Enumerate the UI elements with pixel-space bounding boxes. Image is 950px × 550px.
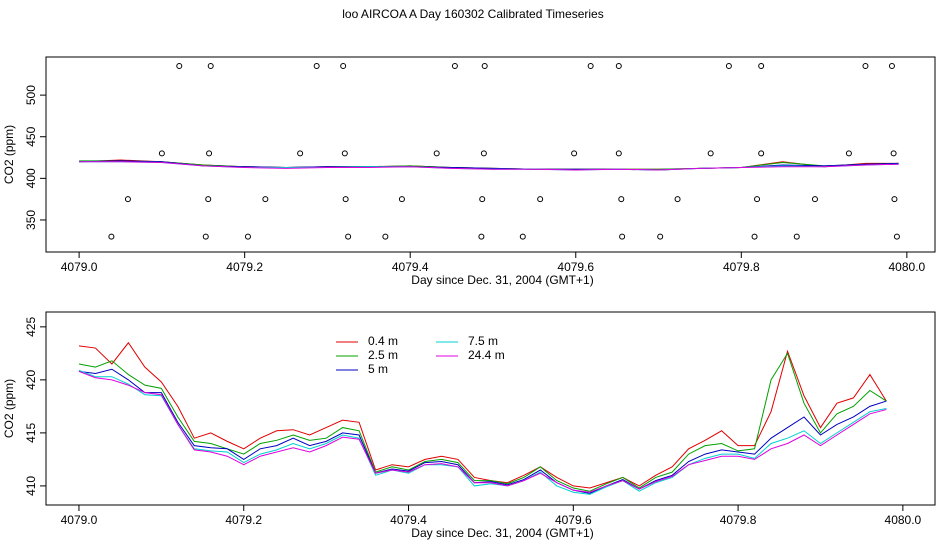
x-tick-label: 4079.8 <box>723 260 760 274</box>
y-tick-label: 415 <box>24 423 38 443</box>
flag-marker <box>537 196 544 203</box>
flag-marker <box>674 196 681 203</box>
y-tick-label: 420 <box>24 370 38 390</box>
flag-marker <box>480 150 487 157</box>
flag-marker <box>158 150 165 157</box>
flag-marker <box>754 196 761 203</box>
flag-marker <box>571 150 578 157</box>
flag-marker <box>811 196 818 203</box>
flag-marker <box>433 150 440 157</box>
legend-label: 2.5 m <box>368 348 398 362</box>
flag-marker <box>587 62 594 69</box>
flag-marker <box>893 233 900 240</box>
x-tick-label: 4079.4 <box>392 260 429 274</box>
flag-marker <box>478 233 485 240</box>
flag-marker <box>262 196 269 203</box>
x-axis-title: Day since Dec. 31, 2004 (GMT+1) <box>411 526 593 540</box>
flag-marker <box>615 150 622 157</box>
y-tick-label: 350 <box>24 210 38 230</box>
y-tick-label: 425 <box>24 317 38 337</box>
flag-marker <box>108 233 115 240</box>
flag-marker <box>206 150 213 157</box>
series-line <box>78 370 887 493</box>
flag-marker <box>340 62 347 69</box>
x-tick-label: 4080.0 <box>889 260 926 274</box>
y-tick-label: 450 <box>24 126 38 146</box>
flag-marker <box>845 150 852 157</box>
flag-marker <box>205 196 212 203</box>
flag-marker <box>758 62 765 69</box>
y-tick-label: 410 <box>24 476 38 496</box>
flag-marker <box>398 196 405 203</box>
legend-label: 24.4 m <box>468 348 505 362</box>
x-tick-label: 4079.2 <box>225 513 262 527</box>
flag-marker <box>793 233 800 240</box>
y-tick-label: 500 <box>24 85 38 105</box>
flag-marker <box>341 150 348 157</box>
flag-marker <box>244 233 251 240</box>
chart-title: loo AIRCOA A Day 160302 Calibrated Times… <box>342 7 603 21</box>
x-tick-label: 4079.6 <box>557 260 594 274</box>
x-tick-label: 4080.0 <box>885 513 922 527</box>
series-line <box>78 369 887 495</box>
flag-marker <box>382 233 389 240</box>
flag-marker <box>657 233 664 240</box>
flag-marker <box>124 196 131 203</box>
series-line <box>79 161 899 171</box>
y-axis-title: CO2 (ppm) <box>2 379 16 438</box>
flag-marker <box>891 196 898 203</box>
flag-marker <box>451 62 458 69</box>
flag-marker <box>297 150 304 157</box>
flag-marker <box>519 233 526 240</box>
flag-marker <box>342 196 349 203</box>
flag-marker <box>619 233 626 240</box>
flag-marker <box>890 150 897 157</box>
flag-marker <box>618 196 625 203</box>
flag-marker <box>707 150 714 157</box>
x-tick-label: 4079.4 <box>390 513 427 527</box>
plot-frame <box>45 56 936 253</box>
flag-marker <box>345 233 352 240</box>
x-tick-label: 4079.2 <box>226 260 263 274</box>
flag-marker <box>313 62 320 69</box>
flag-marker <box>202 233 209 240</box>
series-line <box>78 341 887 489</box>
flag-marker <box>207 62 214 69</box>
series-line <box>78 352 887 492</box>
x-axis-title: Day since Dec. 31, 2004 (GMT+1) <box>411 273 593 287</box>
x-tick-label: 4079.0 <box>61 260 98 274</box>
y-axis-title: CO2 (ppm) <box>2 125 16 184</box>
flag-marker <box>176 62 183 69</box>
flag-marker <box>862 62 869 69</box>
y-tick-label: 400 <box>24 168 38 188</box>
legend-label: 7.5 m <box>468 334 498 348</box>
flag-marker <box>888 62 895 69</box>
x-tick-label: 4079.6 <box>555 513 592 527</box>
x-tick-label: 4079.0 <box>61 513 98 527</box>
flag-marker <box>758 150 765 157</box>
flag-marker <box>481 62 488 69</box>
series-line <box>78 368 887 494</box>
flag-marker <box>751 233 758 240</box>
x-tick-label: 4079.8 <box>720 513 757 527</box>
legend-label: 5 m <box>368 362 388 376</box>
flag-marker <box>615 62 622 69</box>
flag-marker <box>479 196 486 203</box>
flag-marker <box>725 62 732 69</box>
legend-label: 0.4 m <box>368 334 398 348</box>
